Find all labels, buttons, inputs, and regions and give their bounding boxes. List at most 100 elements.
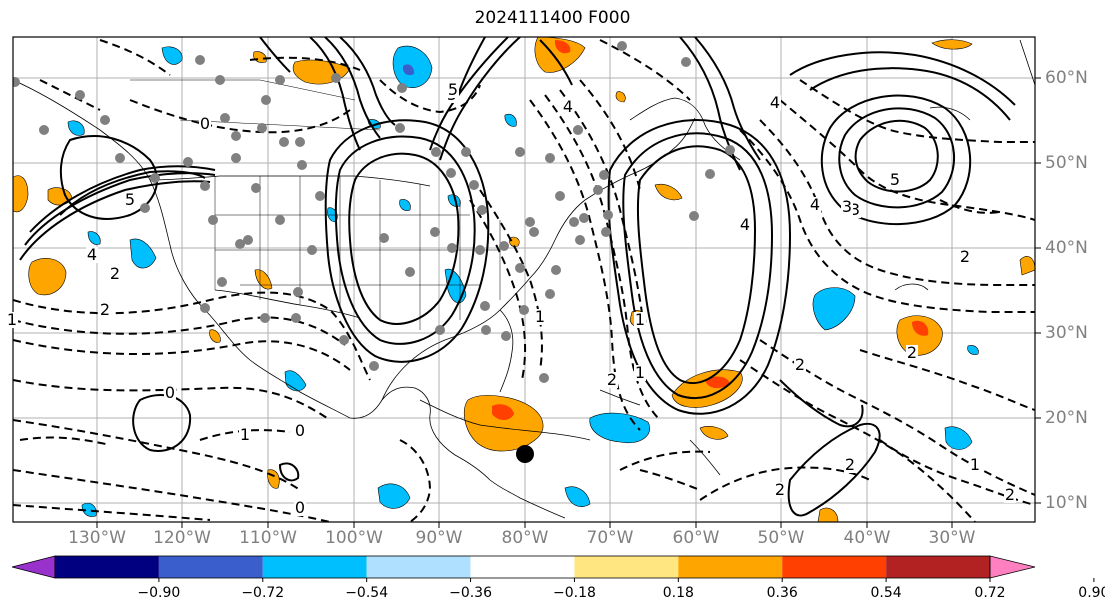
contour-label: 0 bbox=[295, 421, 305, 440]
contour-label: 0 bbox=[165, 383, 175, 402]
contour-label-bg bbox=[199, 116, 211, 132]
contour-label: 1 bbox=[635, 363, 645, 382]
latitude-label: 50°N bbox=[1045, 153, 1088, 173]
contour-label-bg bbox=[841, 199, 853, 215]
graticule bbox=[13, 37, 1035, 522]
contour-label-bg bbox=[534, 309, 546, 325]
contour-label: 2 bbox=[110, 264, 120, 283]
contour-label-bg bbox=[164, 385, 176, 401]
contour-label-bg bbox=[606, 372, 618, 388]
contour-label-bg bbox=[906, 345, 918, 361]
storm-center-marker bbox=[516, 445, 534, 463]
contour-label: 1 bbox=[635, 310, 645, 329]
colorbar-segment bbox=[574, 556, 679, 578]
contour-label: 4 bbox=[563, 97, 573, 116]
map-border bbox=[12, 36, 1036, 523]
contour-label-bg bbox=[774, 482, 786, 498]
contour-label: 5 bbox=[125, 190, 135, 209]
contour-label: 2 bbox=[845, 455, 855, 474]
negative-anomaly-core bbox=[402, 64, 415, 76]
contour-label: 0 bbox=[295, 498, 305, 517]
negative-anomaly-shading bbox=[67, 45, 979, 517]
latitude-label: 10°N bbox=[1045, 493, 1088, 513]
contour-label: 2 bbox=[100, 300, 110, 319]
longitude-label: 60°W bbox=[672, 528, 720, 548]
contour-label-bg bbox=[562, 99, 574, 115]
contour-label-bg bbox=[1004, 487, 1016, 503]
contour-label: 2 bbox=[1005, 485, 1015, 504]
colorbar-segment bbox=[158, 556, 263, 578]
colorbar bbox=[11, 555, 1095, 582]
contour-label: 1 bbox=[535, 307, 545, 326]
contour-label: 5 bbox=[890, 170, 900, 189]
contour-label: 2 bbox=[960, 247, 970, 266]
colorbar-tick-label: 0.90 bbox=[1078, 585, 1105, 601]
positive-anomaly-shading bbox=[13, 37, 1035, 522]
contour-label-bg bbox=[294, 423, 306, 439]
contour-label: 4 bbox=[810, 195, 820, 214]
colorbar-tick-label: −0.72 bbox=[241, 585, 285, 601]
longitude-label: 50°W bbox=[757, 528, 805, 548]
contour-label: 3 bbox=[850, 200, 860, 219]
contour-label: 2 bbox=[907, 343, 917, 362]
colorbar-tick-label: −0.90 bbox=[137, 585, 181, 601]
contour-label-bg bbox=[86, 247, 98, 263]
contour-label: 5 bbox=[448, 80, 458, 99]
contour-label: 1 bbox=[240, 425, 250, 444]
positive-anomaly-core bbox=[492, 40, 929, 420]
colorbar-tick-label: 0.54 bbox=[870, 585, 902, 601]
contour-label-bg bbox=[294, 500, 306, 516]
colorbar-segment bbox=[366, 556, 471, 578]
contour-label-bg bbox=[769, 95, 781, 111]
longitude-label: 130°W bbox=[68, 528, 126, 548]
contour-label-bg bbox=[844, 457, 856, 473]
colorbar-tick-label: 0.72 bbox=[974, 585, 1006, 601]
colorbar-tick-label: −0.18 bbox=[552, 585, 596, 601]
colorbar-segment bbox=[886, 556, 990, 578]
longitude-label: 110°W bbox=[239, 528, 297, 548]
contour-label: 1 bbox=[7, 310, 17, 329]
contour-label-bg bbox=[109, 266, 121, 282]
contour-label-bg bbox=[634, 312, 646, 328]
colorbar-tick-label: 0.36 bbox=[766, 585, 798, 601]
contour-label: 4 bbox=[770, 93, 780, 112]
colorbar-segment bbox=[678, 556, 783, 578]
positive-contours bbox=[19, 37, 1016, 517]
contour-label-bg bbox=[634, 365, 646, 381]
contour-label: 1 bbox=[970, 455, 980, 474]
colorbar-tick-label: −0.36 bbox=[449, 585, 492, 601]
contour-label-bg bbox=[739, 217, 751, 233]
station-dots bbox=[13, 41, 735, 383]
contour-label: 0 bbox=[200, 114, 210, 133]
latitude-label: 20°N bbox=[1045, 408, 1088, 428]
map-title: 2024111400 F000 bbox=[474, 8, 631, 28]
colorbar-segment bbox=[55, 556, 159, 578]
colorbar-tick-label: −0.54 bbox=[345, 585, 389, 601]
colorbar-extend-high bbox=[989, 555, 1036, 579]
latitude-label: 60°N bbox=[1045, 68, 1088, 88]
contour-label-bg bbox=[809, 197, 821, 213]
contour-label-bg bbox=[124, 192, 136, 208]
longitude-label: 100°W bbox=[325, 528, 383, 548]
colorbar-segment bbox=[782, 556, 887, 578]
contour-label: 3 bbox=[842, 197, 852, 216]
longitude-label: 30°W bbox=[928, 528, 976, 548]
colorbar-segment bbox=[262, 556, 367, 578]
contour-labels: 540522412245324453201122100121 bbox=[6, 80, 1016, 517]
contour-label-bg bbox=[99, 302, 111, 318]
contour-label: 2 bbox=[775, 480, 785, 499]
colorbar-tick-label: 0.18 bbox=[662, 585, 694, 601]
contour-label-bg bbox=[447, 82, 459, 98]
contour-label-bg bbox=[889, 172, 901, 188]
longitude-label: 80°W bbox=[501, 528, 549, 548]
longitude-label: 70°W bbox=[586, 528, 634, 548]
longitude-label: 120°W bbox=[153, 528, 211, 548]
contour-label-bg bbox=[969, 457, 981, 473]
contour-label-bg bbox=[794, 357, 806, 373]
colorbar-segment bbox=[470, 556, 575, 578]
negative-contours bbox=[13, 39, 1035, 522]
contour-label-bg bbox=[239, 427, 251, 443]
latitude-label: 40°N bbox=[1045, 238, 1088, 258]
colorbar-outline bbox=[54, 555, 991, 579]
